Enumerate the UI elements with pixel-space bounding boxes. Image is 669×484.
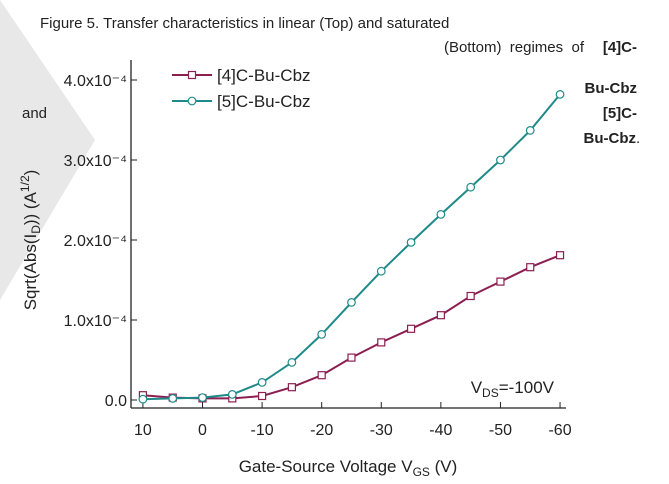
marker: [198, 393, 207, 403]
marker: [406, 237, 416, 247]
marker: [257, 378, 267, 387]
marker: [526, 263, 535, 272]
x-tick-label: -10: [251, 422, 274, 439]
annotation: VDS=-100V: [471, 378, 555, 400]
caption-line: (Bottom) regimes of: [444, 39, 585, 56]
y-tick-label: 0.0: [105, 393, 127, 410]
marker: [496, 155, 505, 165]
marker: [525, 125, 535, 135]
x-tick-label: 10: [134, 422, 152, 439]
label-sub: GS: [413, 465, 430, 479]
marker: [227, 390, 237, 399]
caption-bold: Bu-Cbz: [584, 130, 637, 147]
x-tick-label: -40: [429, 422, 452, 439]
marker: [436, 311, 445, 320]
marker: [287, 358, 297, 367]
marker: [466, 291, 475, 301]
y-tick-label: 1.0x10⁻⁴: [64, 313, 127, 330]
label-part: Sqrt(Abs(I: [21, 234, 40, 311]
caption-bold: [4]C-: [603, 39, 637, 56]
marker: [347, 353, 356, 362]
marker: [377, 338, 386, 347]
x-axis-label: Gate-Source Voltage VGS (V): [239, 457, 458, 479]
legend-marker: [187, 70, 197, 80]
x-tick-label: -30: [370, 422, 393, 439]
marker: [317, 330, 327, 339]
series-line: [142, 93, 561, 401]
caption-line: and: [22, 105, 47, 122]
x-tick-label: -50: [489, 422, 512, 439]
label-part: =-100V: [499, 378, 555, 397]
caption-bold: [5]C-: [603, 105, 637, 122]
marker: [376, 266, 386, 276]
y-tick-label: 4.0x10⁻⁴: [64, 73, 127, 90]
y-axis-label: Sqrt(Abs(ID)) (A1/2): [18, 170, 43, 311]
series-line: [142, 254, 561, 400]
x-tick-label: 0: [198, 422, 207, 439]
label-part: ): [21, 170, 40, 176]
caption-line: Figure 5. Transfer characteristics in li…: [40, 15, 449, 32]
marker: [168, 394, 178, 403]
marker: [555, 251, 565, 260]
label-part: )) (A: [21, 191, 40, 225]
marker: [347, 298, 356, 307]
label-sub: DS: [482, 386, 499, 400]
label-sub: D: [29, 225, 43, 234]
watermark: [0, 0, 95, 300]
legend-label: [5]C-Bu-Cbz: [217, 92, 311, 111]
x-tick-label: -60: [548, 422, 571, 439]
label-part: V: [471, 378, 483, 397]
marker: [406, 324, 416, 333]
marker: [257, 391, 267, 401]
marker: [555, 89, 565, 99]
label-part: Gate-Source Voltage V: [239, 457, 414, 476]
legend-label: [4]C-Bu-Cbz: [217, 66, 311, 85]
y-tick-label: 2.0x10⁻⁴: [64, 233, 127, 250]
marker: [317, 371, 326, 380]
y-tick-label: 3.0x10⁻⁴: [64, 153, 127, 170]
caption-line: .: [636, 130, 640, 147]
marker: [436, 209, 446, 219]
label-part: (V): [430, 457, 457, 476]
x-tick-label: -20: [310, 422, 333, 439]
marker: [287, 383, 296, 392]
marker: [496, 277, 505, 286]
label-sup: 1/2: [18, 175, 32, 192]
marker: [466, 182, 476, 192]
legend-marker: [187, 96, 197, 106]
caption-bold: Bu-Cbz: [585, 80, 638, 97]
marker: [138, 394, 148, 404]
